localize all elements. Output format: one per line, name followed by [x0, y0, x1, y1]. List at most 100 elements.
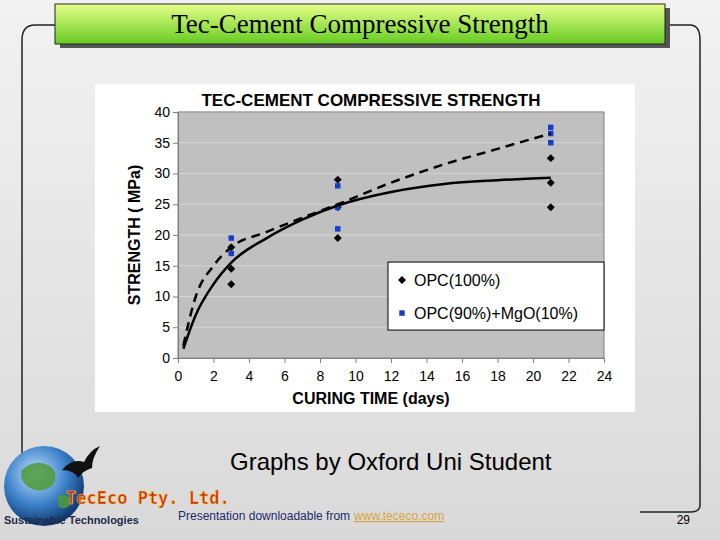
data-point	[548, 125, 553, 130]
data-point	[229, 251, 234, 256]
y-tick-label: 10	[154, 288, 170, 304]
x-tick-mark	[356, 358, 357, 363]
data-point	[547, 154, 555, 162]
x-tick: 10	[348, 358, 364, 384]
x-tick-mark	[533, 358, 534, 363]
x-tick-label: 12	[384, 368, 400, 384]
x-tick: 18	[490, 358, 506, 384]
plot-area	[178, 112, 604, 358]
y-tick: 10	[154, 288, 178, 304]
grid-line	[178, 142, 604, 143]
y-tick-mark	[173, 358, 178, 359]
grid-line	[178, 173, 604, 174]
legend-marker	[399, 310, 404, 315]
y-tick-label: 25	[154, 196, 170, 212]
data-point	[335, 226, 340, 231]
data-point	[547, 179, 555, 187]
caption: Graphs by Oxford Uni Student	[230, 448, 552, 475]
grid-line	[178, 235, 604, 236]
legend-box	[388, 262, 604, 330]
x-tick: 24	[597, 358, 613, 384]
x-tick: 12	[384, 358, 400, 384]
y-tick: 0	[162, 350, 178, 366]
data-point	[334, 234, 342, 242]
data-point	[229, 235, 234, 240]
page-number: 29	[677, 513, 691, 527]
y-tick-mark	[173, 204, 178, 205]
data-point	[335, 183, 340, 188]
x-tick-mark	[462, 358, 463, 363]
x-tick-label: 22	[561, 368, 577, 384]
x-axis-line	[179, 359, 605, 364]
legend: OPC(100%) OPC(90%)+MgO(10%)	[388, 262, 604, 330]
x-tick-mark	[285, 358, 286, 363]
title-box	[55, 4, 665, 44]
y-tick-mark	[173, 327, 178, 328]
x-tick-mark	[391, 358, 392, 363]
y-tick-label: 0	[162, 350, 170, 366]
x-tick-mark	[569, 358, 570, 363]
data-point	[227, 280, 235, 288]
x-tick: 6	[281, 358, 289, 384]
y-tick-label: 15	[154, 258, 170, 274]
y-tick: 40	[154, 104, 178, 120]
y-tick-mark	[173, 174, 178, 175]
x-tick-label: 24	[597, 368, 613, 384]
y-tick-label: 30	[154, 165, 170, 181]
x-tick: 8	[317, 358, 325, 384]
x-tick-mark	[604, 358, 605, 363]
y-tick-label: 40	[154, 104, 170, 120]
x-tick-mark	[320, 358, 321, 363]
x-tick-mark	[427, 358, 428, 363]
x-tick-label: 0	[175, 368, 183, 384]
slide-background	[0, 0, 720, 540]
x-tick-mark	[214, 358, 215, 363]
x-tick-label: 20	[526, 368, 542, 384]
x-tick-mark	[249, 358, 250, 363]
grid	[178, 112, 604, 358]
x-tick: 16	[455, 358, 471, 384]
x-tick-label: 2	[210, 368, 218, 384]
footer-text: Presentation downloadable from	[178, 509, 350, 523]
y-tick-label: 35	[154, 135, 170, 151]
y-axis: 0 5 10 15 20 25 30 35 40	[154, 104, 178, 366]
y-tick: 20	[154, 227, 178, 243]
x-tick: 20	[526, 358, 542, 384]
y-tick: 30	[154, 165, 178, 181]
legend-label: OPC(90%)+MgO(10%)	[414, 305, 578, 322]
y-tick-mark	[173, 266, 178, 267]
y-tick-mark	[173, 235, 178, 236]
x-tick: 22	[561, 358, 577, 384]
data-point	[334, 176, 342, 184]
x-tick: 14	[419, 358, 435, 384]
legend-marker	[398, 276, 406, 284]
data-point	[547, 203, 555, 211]
footer: Presentation downloadable fromwww.tececo…	[178, 509, 444, 523]
y-tick-label: 5	[162, 319, 170, 335]
bird	[62, 446, 100, 478]
x-axis-title: CURING TIME (days)	[292, 390, 449, 407]
y-axis-title: STRENGTH ( MPa)	[126, 165, 143, 305]
x-axis: 024681012141618202224	[175, 358, 613, 384]
x-tick-mark	[498, 358, 499, 363]
chart-title: TEC-CEMENT COMPRESSIVE STRENGTH	[201, 91, 540, 110]
slide-title: Tec-Cement Compressive Strength	[171, 9, 549, 39]
x-tick-label: 4	[246, 368, 254, 384]
x-tick-label: 16	[455, 368, 471, 384]
y-tick-mark	[173, 297, 178, 298]
y-tick: 35	[154, 135, 178, 151]
x-tick: 0	[175, 358, 183, 384]
y-tick: 5	[162, 319, 178, 335]
footer-link: www.tececo.com	[353, 509, 444, 523]
tagline: Sustainable Technologies	[4, 514, 139, 526]
x-tick-label: 10	[348, 368, 364, 384]
company-name: TecEco Pty. Ltd.	[66, 488, 230, 508]
chart-area	[95, 84, 635, 412]
x-tick-label: 6	[281, 368, 289, 384]
data-point	[548, 140, 553, 145]
y-tick-mark	[173, 112, 178, 113]
y-tick: 25	[154, 196, 178, 212]
legend-label: OPC(100%)	[414, 272, 500, 289]
plot-frame	[178, 112, 604, 358]
x-tick: 4	[246, 358, 254, 384]
